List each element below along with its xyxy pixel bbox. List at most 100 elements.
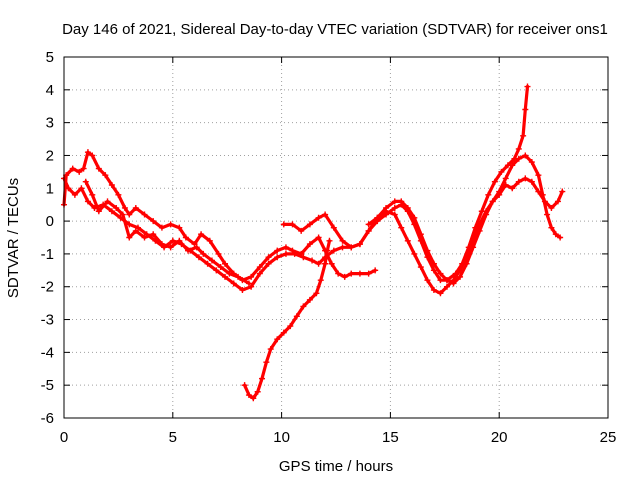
grid-lines (64, 57, 608, 418)
data-point (84, 149, 91, 156)
data-point (95, 165, 102, 172)
y-axis-label: SDTVAR / TECUs (5, 178, 22, 298)
data-point (226, 270, 233, 277)
data-point (348, 244, 355, 251)
data-point (430, 260, 437, 267)
data-point (191, 241, 198, 248)
data-point (195, 254, 202, 261)
data-point (315, 214, 322, 221)
data-point (417, 231, 424, 238)
data-point (121, 204, 128, 211)
data-point (293, 313, 300, 320)
data-point (559, 188, 566, 195)
y-tick-label: 1 (46, 180, 54, 197)
data-point (158, 224, 165, 231)
data-point (245, 392, 252, 399)
data-point (356, 241, 363, 248)
data-point (437, 277, 444, 284)
data-point (76, 168, 83, 175)
data-point (282, 244, 289, 251)
data-point (119, 211, 126, 218)
data-point (548, 224, 555, 231)
data-point (548, 204, 555, 211)
data-point (248, 273, 255, 280)
data-point (520, 132, 527, 139)
data-point (263, 359, 270, 366)
series-line (282, 176, 564, 285)
series-line (62, 150, 377, 282)
data-point (215, 250, 222, 257)
data-point (208, 257, 215, 264)
data-point (528, 159, 535, 166)
y-tick-label: 4 (46, 82, 54, 99)
data-point (365, 270, 372, 277)
data-point (126, 211, 133, 218)
data-point (372, 267, 379, 274)
data-point (287, 323, 294, 330)
data-point (71, 191, 78, 198)
x-tick-label: 15 (382, 429, 399, 446)
data-point (256, 270, 263, 277)
series-track-5 (241, 237, 333, 402)
data-point (274, 336, 281, 343)
data-point (335, 270, 342, 277)
data-point (78, 185, 85, 192)
data-point (256, 264, 263, 271)
data-point (245, 280, 252, 287)
data-point (108, 181, 115, 188)
y-tick-label: 0 (46, 213, 54, 230)
data-point (300, 254, 307, 261)
data-point (315, 234, 322, 241)
data-point (430, 287, 437, 294)
data-point (315, 260, 322, 267)
data-point (552, 231, 559, 238)
data-point (298, 227, 305, 234)
data-point (254, 388, 261, 395)
data-point (89, 152, 96, 159)
data-point (324, 247, 331, 254)
data-point (515, 178, 522, 185)
data-point (443, 283, 450, 290)
data-point (398, 198, 405, 205)
data-point (169, 237, 176, 244)
data-point (383, 208, 390, 215)
data-point (280, 329, 287, 336)
data-point (339, 244, 346, 251)
series-track-6 (365, 152, 564, 297)
y-tick-label: -3 (41, 312, 54, 329)
data-point (417, 264, 424, 271)
data-point (222, 260, 229, 267)
data-point (82, 178, 89, 185)
data-point (213, 267, 220, 274)
data-point (300, 303, 307, 310)
data-point (132, 204, 139, 211)
data-point (544, 211, 551, 218)
data-point (437, 290, 444, 297)
data-point (424, 247, 431, 254)
data-point (306, 221, 313, 228)
data-point (267, 346, 274, 353)
data-point (509, 162, 516, 169)
data-point (126, 234, 133, 241)
data-point (498, 168, 505, 175)
data-point (248, 283, 255, 290)
data-point (134, 224, 141, 231)
data-point (282, 250, 289, 257)
data-point (289, 221, 296, 228)
data-point (374, 214, 381, 221)
data-point (222, 273, 229, 280)
data-point (126, 221, 133, 228)
plot-area (61, 83, 566, 402)
data-point (535, 172, 542, 179)
data-point (167, 221, 174, 228)
data-point (309, 257, 316, 264)
data-point (250, 395, 257, 402)
y-tick-label: -2 (41, 279, 54, 296)
y-tick-label: 5 (46, 49, 54, 66)
data-point (522, 175, 529, 182)
data-point (483, 208, 490, 215)
data-point (557, 234, 564, 241)
x-tick-label: 20 (491, 429, 508, 446)
